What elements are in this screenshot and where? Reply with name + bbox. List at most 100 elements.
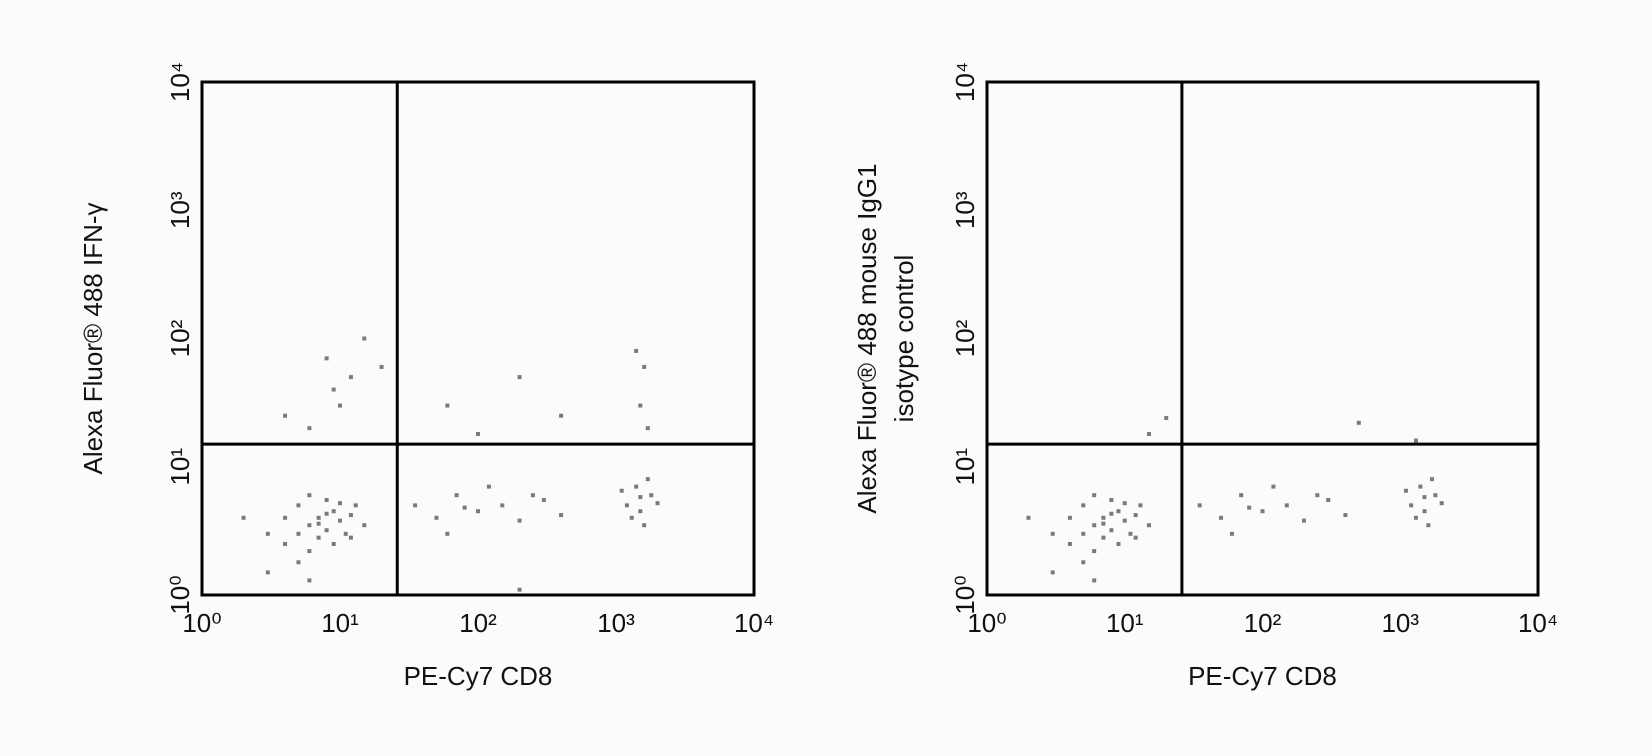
event-point [1081,560,1086,565]
event-point [283,515,288,520]
event-point [316,535,321,540]
event-point [1429,477,1434,482]
event-point [324,511,329,516]
event-point [296,503,301,508]
plot-frame [200,80,756,597]
y-axis-label: Alexa Fluor® 488 IFN-γ [78,202,108,474]
event-point [655,501,660,506]
event-point [559,513,564,518]
event-point [331,509,336,514]
x-tick-label: 10³ [597,608,635,638]
event-point [434,515,439,520]
event-point [1422,509,1427,514]
x-tick-label: 10⁰ [967,608,1006,638]
event-point [331,387,336,392]
event-point [1122,518,1127,523]
event-point [624,503,629,508]
event-point [1138,503,1143,508]
event-point [1092,493,1097,498]
event-point [265,570,270,575]
event-point [1133,513,1138,518]
event-point [1284,503,1289,508]
event-point [343,531,348,536]
event-point [1092,523,1097,528]
y-tick-label: 10² [165,319,195,357]
event-point [1413,438,1418,443]
event-point [324,498,329,503]
event-point [1433,493,1438,498]
event-point [1050,531,1055,536]
event-point [1128,531,1133,536]
event-point [517,587,522,592]
y-tick-label: 10⁰ [950,575,980,614]
event-point [1133,535,1138,540]
event-point [1116,541,1121,546]
event-point [642,523,647,528]
event-point [307,426,312,431]
event-point [1067,541,1072,546]
event-point [1109,528,1114,533]
y-tick-label: 10³ [165,191,195,229]
event-point [559,413,564,418]
event-point [1418,484,1423,489]
event-point [645,426,650,431]
event-point [1239,493,1244,498]
event-point [1081,531,1086,536]
event-point [638,509,643,514]
event-point [348,535,353,540]
event-point [476,432,480,437]
event-point [1271,484,1276,489]
event-point [517,518,522,523]
event-point [1197,503,1202,508]
event-point [331,541,336,546]
event-point [462,505,467,510]
event-point [338,403,342,408]
event-point [1101,535,1106,540]
event-point [500,503,505,508]
event-point [645,477,650,482]
event-point [413,503,418,508]
event-point [379,364,384,369]
event-point [1122,501,1127,506]
y-tick-label: 10¹ [165,448,195,486]
y-tick-label: 10⁴ [950,62,980,102]
event-point [1219,515,1224,520]
event-point [1260,509,1265,514]
event-point [353,503,358,508]
plot-frame [985,80,1540,597]
event-point [629,515,634,520]
event-point [1326,498,1331,503]
event-point [296,560,301,565]
event-point [324,528,329,533]
event-point [530,493,535,498]
event-point [642,364,647,369]
event-point [1026,515,1031,520]
event-point [541,498,546,503]
event-point [348,375,353,380]
event-point [1101,521,1106,526]
event-point [1109,511,1114,516]
event-point [1315,493,1320,498]
event-point [445,403,450,408]
event-point [1147,432,1152,437]
x-tick-label: 10⁰ [182,608,221,638]
event-point [283,541,288,546]
event-point [1109,498,1114,503]
x-tick-label: 10² [1244,608,1282,638]
event-point [1403,488,1408,493]
event-point [638,403,643,408]
event-point [265,531,270,536]
event-point [338,501,342,506]
event-point [1439,501,1444,506]
x-tick-label: 10² [459,608,497,638]
event-point [517,375,522,380]
event-point [1092,578,1097,583]
event-point [362,336,367,341]
event-point [1229,531,1234,536]
event-point [454,493,459,498]
event-point [1050,570,1055,575]
event-point [1422,495,1427,500]
x-axis-label: PE-Cy7 CD8 [404,661,553,691]
event-point [338,518,342,523]
event-point [362,523,367,528]
